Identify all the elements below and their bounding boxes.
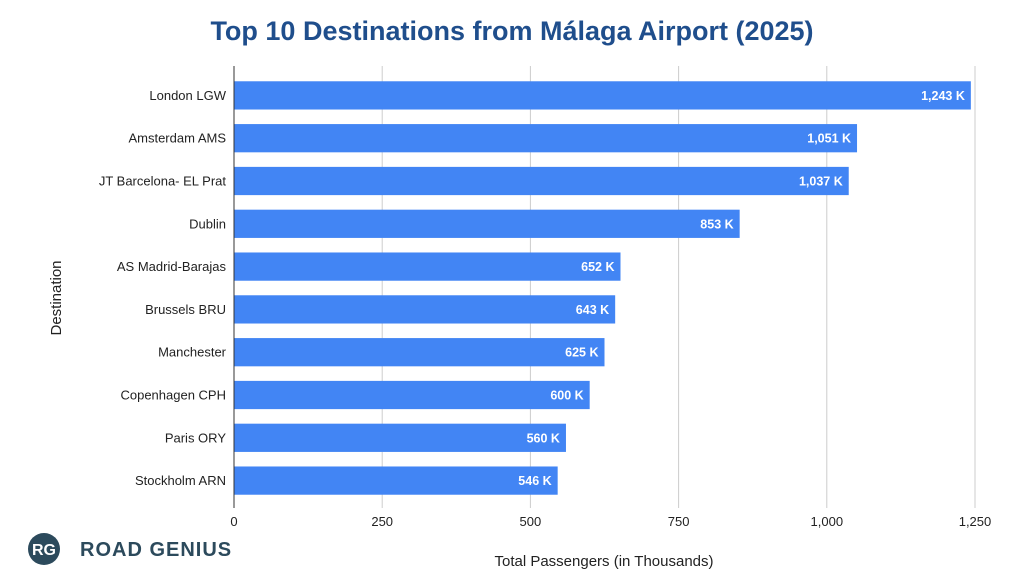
- logo-text: ROAD GENIUS: [80, 539, 232, 561]
- x-tick-label: 1,250: [959, 514, 992, 529]
- category-label: London LGW: [149, 88, 226, 103]
- x-tick-label: 500: [520, 514, 542, 529]
- bar: [234, 124, 858, 153]
- chart-title: Top 10 Destinations from Málaga Airport …: [210, 16, 813, 46]
- category-label: AS Madrid-Barajas: [117, 259, 227, 274]
- bar: [234, 338, 605, 367]
- category-label: Dublin: [189, 216, 226, 231]
- category-label: Stockholm ARN: [135, 473, 226, 488]
- x-tick-label: 0: [230, 514, 237, 529]
- bar: [234, 466, 558, 495]
- x-axis-title: Total Passengers (in Thousands): [494, 553, 713, 570]
- category-label: Brussels BRU: [145, 302, 226, 317]
- road-genius-logo: RG ROAD GENIUS: [28, 533, 232, 565]
- bar: [234, 166, 849, 196]
- bar: [234, 295, 616, 324]
- logo-badge-text: RG: [32, 542, 56, 559]
- bar-value-label: 560 K: [527, 431, 560, 445]
- bars: 1,243 K 1,051 K 1,037 K 853 K 652 K 643 K 625 …: [234, 81, 971, 495]
- bar-value-label: 1,051 K: [807, 132, 851, 146]
- bar: [234, 252, 621, 281]
- x-tick-labels: 0 250 500 750 1,000 1,250: [230, 514, 991, 529]
- bar: [234, 209, 740, 238]
- bar: [234, 380, 590, 410]
- y-axis-title: Destination: [48, 260, 65, 335]
- category-label: JT Barcelona- EL Prat: [99, 174, 227, 189]
- category-label: Paris ORY: [165, 430, 226, 445]
- category-label: Manchester: [158, 345, 227, 360]
- x-tick-label: 250: [371, 514, 393, 529]
- bar: [234, 81, 971, 110]
- bar-value-label: 643 K: [576, 303, 609, 317]
- logo-badge-icon: [28, 533, 60, 565]
- category-labels: London LGW Amsterdam AMS JT Barcelona- EL …: [99, 88, 227, 488]
- bar-value-label: 546 K: [518, 474, 551, 488]
- bar-value-label: 625 K: [565, 346, 598, 360]
- bar-value-label: 652 K: [581, 260, 614, 274]
- bar-value-label: 853 K: [700, 217, 733, 231]
- bar-value-label: 600 K: [550, 389, 583, 403]
- x-tick-label: 750: [668, 514, 690, 529]
- bar-value-label: 1,037 K: [799, 175, 843, 189]
- bar-value-label: 1,243 K: [921, 89, 965, 103]
- x-tick-label: 1,000: [811, 514, 844, 529]
- bar: [234, 423, 566, 452]
- category-label: Amsterdam AMS: [128, 131, 226, 146]
- category-label: Copenhagen CPH: [120, 388, 226, 403]
